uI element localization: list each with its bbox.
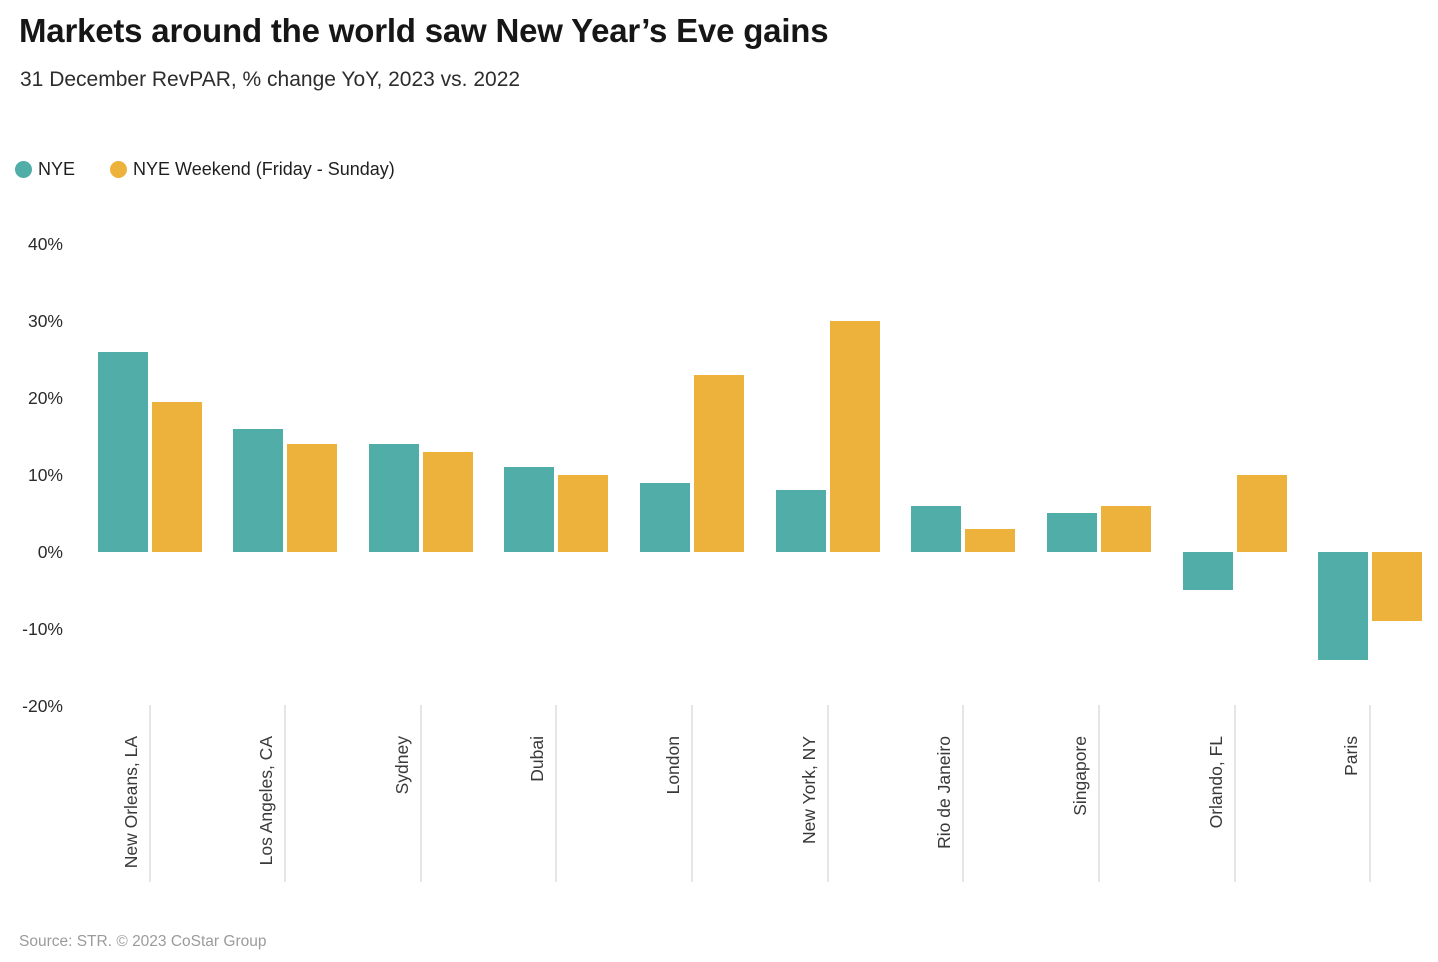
bar-nye-weekend [151,401,202,552]
bar-nye-weekend [287,444,338,552]
x-axis-category-label: Rio de Janeiro [934,736,955,849]
x-axis-tick-line [1233,705,1236,882]
x-axis-tick-line [1098,705,1101,882]
bar-nye-weekend [1372,551,1423,622]
nye-swatch-icon [15,161,32,178]
y-axis-tick-label: -10% [22,618,63,639]
x-axis-category-label: London [663,736,684,795]
y-axis-tick-label: -20% [22,695,63,716]
x-axis-category-label: Dubai [527,736,548,782]
bar-nye [504,467,555,552]
legend-item-nye-weekend: NYE Weekend (Friday - Sunday) [110,159,395,180]
bar-nye [640,482,691,552]
bar-nye [97,351,148,552]
bar-nye-weekend [965,528,1016,552]
legend: NYE NYE Weekend (Friday - Sunday) [15,159,395,180]
x-axis-category-label: Sydney [391,736,412,795]
x-axis-tick-line [826,705,829,882]
bar-nye-weekend [694,374,745,552]
x-axis-category-label: Los Angeles, CA [256,736,277,866]
nye-weekend-swatch-icon [110,161,128,178]
bar-nye-weekend [558,474,609,552]
source-note: Source: STR. © 2023 CoStar Group [19,933,267,950]
x-axis-tick-line [691,705,694,882]
bar-nye [1182,551,1233,591]
bar-nye [1318,551,1369,660]
y-axis-tick-label: 40% [27,234,63,254]
x-axis-tick-line [555,705,558,882]
x-axis-category-label: New Orleans, LA [120,736,141,869]
x-axis-tick-line [284,705,287,882]
legend-label-nye-weekend: NYE Weekend (Friday - Sunday) [133,159,395,179]
page-title: Markets around the world saw New Year’s … [19,12,829,49]
y-axis-tick-label: 30% [27,310,63,331]
bar-nye [233,428,284,552]
y-axis-tick-label: 10% [27,464,63,485]
x-axis-category-label: Orlando, FL [1205,736,1226,829]
x-axis-category-label: New York, NY [798,736,819,844]
bar-nye-weekend [422,451,473,552]
bar-nye-weekend [1236,474,1287,552]
legend-item-nye: NYE [15,159,75,180]
bar-nye [368,444,419,552]
x-axis-tick-line [419,705,422,882]
bar-nye-weekend [1101,505,1152,552]
bar-nye [911,505,962,552]
x-axis-tick-line [962,705,965,882]
y-axis-tick-label: 0% [37,541,63,562]
x-axis-category-label: Singapore [1070,736,1091,816]
x-axis-tick-line [148,705,151,882]
bar-nye-weekend [829,320,880,552]
legend-label-nye: NYE [38,159,76,179]
page-subtitle: 31 December RevPAR, % change YoY, 2023 v… [20,68,521,91]
y-axis-tick-label: 20% [27,387,63,408]
bar-nye [775,490,826,552]
bar-nye [1047,513,1098,552]
x-axis-tick-line [1369,705,1372,882]
x-axis-category-label: Paris [1341,736,1362,776]
